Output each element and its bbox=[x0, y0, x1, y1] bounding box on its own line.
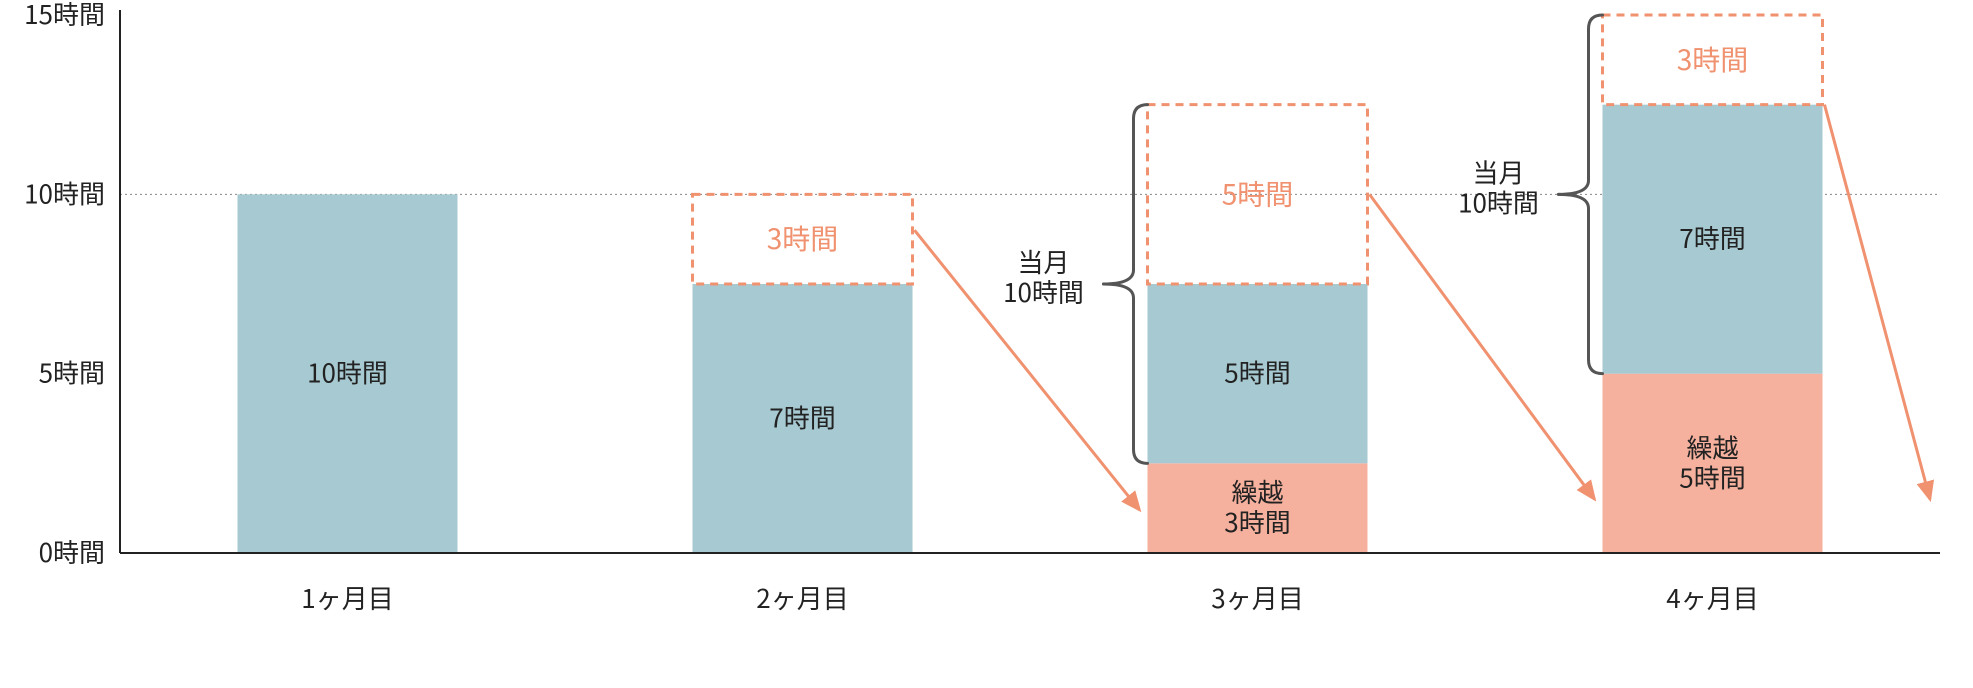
bar-segment-label: 7時間 bbox=[1679, 219, 1745, 256]
carryover-arrow bbox=[1370, 194, 1595, 499]
bar-segment-label: 7時間 bbox=[769, 399, 835, 436]
brace bbox=[1559, 194, 1603, 373]
bar-segment-dashed-label: 5時間 bbox=[1222, 173, 1294, 213]
x-category-label: 1ヶ月目 bbox=[301, 579, 393, 616]
brace bbox=[1559, 15, 1603, 194]
bar-segment-label: 繰越3時間 bbox=[1224, 473, 1290, 540]
y-tick-label: 5時間 bbox=[39, 354, 105, 391]
carryover-bar-chart: 0時間 5時間 10時間 15時間 10時間 7時間 3時間繰越3時間 5時間 5時間繰越5時間… bbox=[0, 0, 1973, 688]
bar-segment-label: 繰越5時間 bbox=[1679, 428, 1745, 495]
brace-label: 当月10時間 bbox=[1458, 153, 1539, 220]
brace-label: 当月10時間 bbox=[1003, 243, 1084, 310]
bar-segment-label: 10時間 bbox=[307, 354, 388, 391]
carryover-arrow bbox=[1825, 105, 1931, 500]
bar-segment-dashed-label: 3時間 bbox=[1677, 39, 1749, 79]
bar-segment-label: 5時間 bbox=[1224, 354, 1290, 391]
x-category-label: 3ヶ月目 bbox=[1211, 579, 1303, 616]
y-tick-label: 15時間 bbox=[24, 0, 105, 32]
y-tick-label: 10時間 bbox=[24, 174, 105, 211]
y-tick-label: 0時間 bbox=[39, 533, 105, 570]
x-category-label: 4ヶ月目 bbox=[1666, 579, 1758, 616]
x-category-label: 2ヶ月目 bbox=[756, 579, 848, 616]
bar-segment-dashed-label: 3時間 bbox=[767, 218, 839, 258]
brace bbox=[1104, 284, 1148, 463]
